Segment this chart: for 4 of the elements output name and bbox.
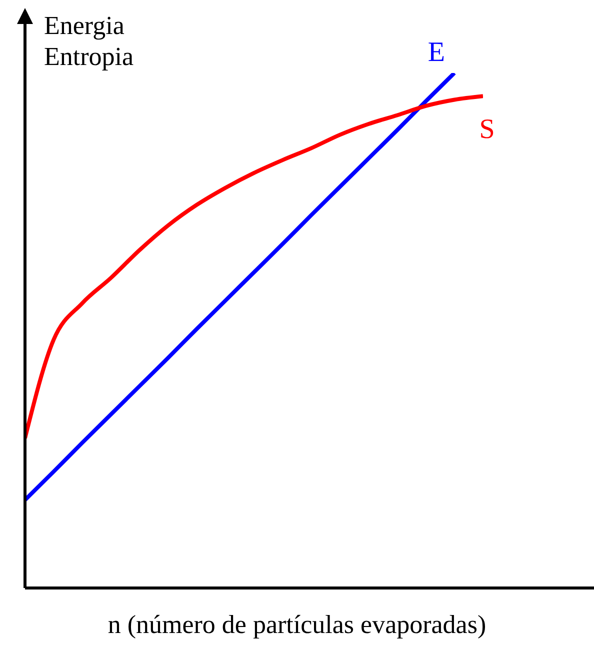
series-label: E [428,37,445,68]
series-label: S [479,114,495,146]
y-axis-title: Energia Entropia [44,10,134,72]
x-axis-title: n (número de partículas evaporadas) [106,610,488,640]
